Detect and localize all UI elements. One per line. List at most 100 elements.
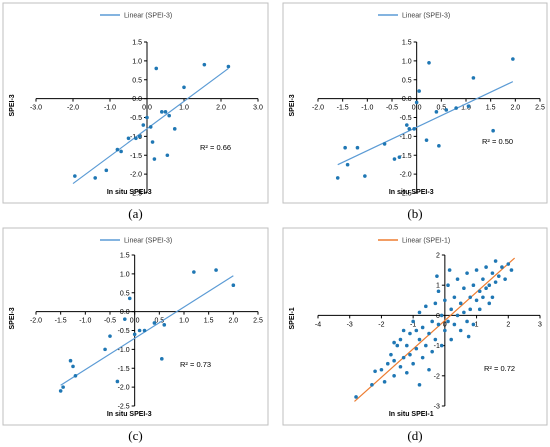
y-tick-label: 0.5 xyxy=(120,290,130,297)
data-point xyxy=(474,268,479,272)
data-point xyxy=(493,259,498,263)
data-point xyxy=(462,310,466,315)
data-point xyxy=(115,147,120,152)
legend-label: Linear (SPEI-3) xyxy=(124,238,172,245)
data-point xyxy=(420,325,425,330)
data-point xyxy=(137,328,142,333)
data-point xyxy=(214,268,218,272)
data-point xyxy=(414,100,419,105)
data-point xyxy=(490,295,495,300)
x-tick-label: -1 xyxy=(410,321,416,328)
r-squared-label: R² = 0.73 xyxy=(180,360,211,369)
x-tick-label: -4 xyxy=(315,321,321,328)
data-point xyxy=(427,367,431,372)
data-point xyxy=(471,76,476,80)
data-point xyxy=(417,383,422,387)
y-tick-label: 0.5 xyxy=(132,77,142,84)
data-point xyxy=(466,104,471,108)
data-point xyxy=(481,295,485,300)
data-point xyxy=(154,66,159,71)
data-point xyxy=(424,343,428,348)
x-axis-title: In situ SPEI-1 xyxy=(389,411,434,418)
data-point xyxy=(163,110,168,114)
legend-label: Linear (SPEI-1) xyxy=(402,238,450,245)
x-tick-label: 1.0 xyxy=(179,105,189,112)
r-squared-label: R² = 0.66 xyxy=(200,143,231,152)
data-point xyxy=(401,328,406,333)
data-point xyxy=(436,322,441,327)
panel-caption: (b) xyxy=(407,206,422,221)
data-point xyxy=(446,319,450,324)
r-squared-label: R² = 0.50 xyxy=(482,137,513,146)
data-point xyxy=(405,370,409,375)
data-point xyxy=(397,155,402,159)
data-point xyxy=(355,145,360,150)
data-point xyxy=(411,319,415,324)
data-point xyxy=(417,89,421,93)
x-tick-label: 2.0 xyxy=(510,105,520,112)
data-point xyxy=(412,127,417,131)
data-point xyxy=(398,337,403,342)
data-point xyxy=(398,364,403,369)
y-tick-label: -0.5 xyxy=(130,115,142,122)
data-point xyxy=(73,374,78,378)
y-tick-label: -1 xyxy=(434,343,440,350)
data-point xyxy=(446,283,450,288)
data-point xyxy=(137,134,142,139)
trendline xyxy=(354,257,516,402)
data-point xyxy=(487,301,492,306)
x-tick-label: -0.5 xyxy=(386,105,398,112)
data-point xyxy=(382,380,387,384)
data-point xyxy=(455,313,460,318)
x-axis-title: In situ SPEI-3 xyxy=(389,189,434,196)
data-point xyxy=(343,145,347,150)
y-tick-label: -1.0 xyxy=(400,134,412,141)
x-tick-label: 1 xyxy=(475,321,479,328)
y-tick-label: -2 xyxy=(434,373,440,380)
data-point xyxy=(61,385,65,389)
x-tick-label: 0 xyxy=(443,321,447,328)
data-point xyxy=(449,307,454,312)
data-point xyxy=(379,367,384,372)
panel-c: Linear (SPEI-3)-2.0 -1.5 -1.0 -0.5 0.0 0.5 1.0… xyxy=(2,227,269,426)
data-point xyxy=(452,295,457,300)
x-tick-label: 1.0 xyxy=(179,318,189,325)
data-point xyxy=(405,123,409,127)
data-point xyxy=(103,347,107,352)
x-tick-label: 0.5 xyxy=(154,318,164,325)
data-point xyxy=(434,110,439,114)
data-point xyxy=(424,304,428,309)
data-point xyxy=(373,369,377,374)
data-point xyxy=(148,125,153,129)
data-point xyxy=(490,271,495,275)
panel-b: Linear (SPEI-3)-2.0 -1.5 -1.0 -0.5 0.0 0.5 1.0… xyxy=(282,2,548,204)
data-point xyxy=(427,331,431,336)
data-point xyxy=(382,142,387,146)
data-point xyxy=(466,334,471,339)
legend-label: Linear (SPEI-3) xyxy=(124,13,172,20)
y-tick-label: 1.5 xyxy=(120,253,130,260)
data-point xyxy=(401,355,406,360)
trendline xyxy=(60,275,234,386)
data-point xyxy=(462,286,466,291)
data-point xyxy=(172,127,177,131)
y-tick-label: -1.0 xyxy=(118,347,130,354)
x-tick-label: 0.0 xyxy=(142,105,152,112)
x-axis-title: In situ SPEI-3 xyxy=(107,189,152,196)
y-axis-title: SPEI-3 xyxy=(9,307,16,329)
x-tick-label: 2 xyxy=(506,321,510,328)
data-point xyxy=(437,144,441,148)
x-tick-label: -1.0 xyxy=(104,105,116,112)
data-point xyxy=(119,149,123,154)
legend: Linear (SPEI-3) xyxy=(378,13,450,20)
data-point xyxy=(108,334,112,338)
data-point xyxy=(160,110,164,114)
data-point xyxy=(162,323,167,327)
data-point xyxy=(389,352,393,357)
panel-frame xyxy=(282,227,548,426)
data-point xyxy=(484,286,488,291)
x-tick-label: -1.5 xyxy=(337,105,349,112)
data-point xyxy=(500,265,504,269)
data-point xyxy=(424,138,429,142)
panel-a: Linear (SPEI-3) -3.0 -2.0 -1.0 0.0 1.0 2.0 3.0 1… xyxy=(2,2,269,204)
